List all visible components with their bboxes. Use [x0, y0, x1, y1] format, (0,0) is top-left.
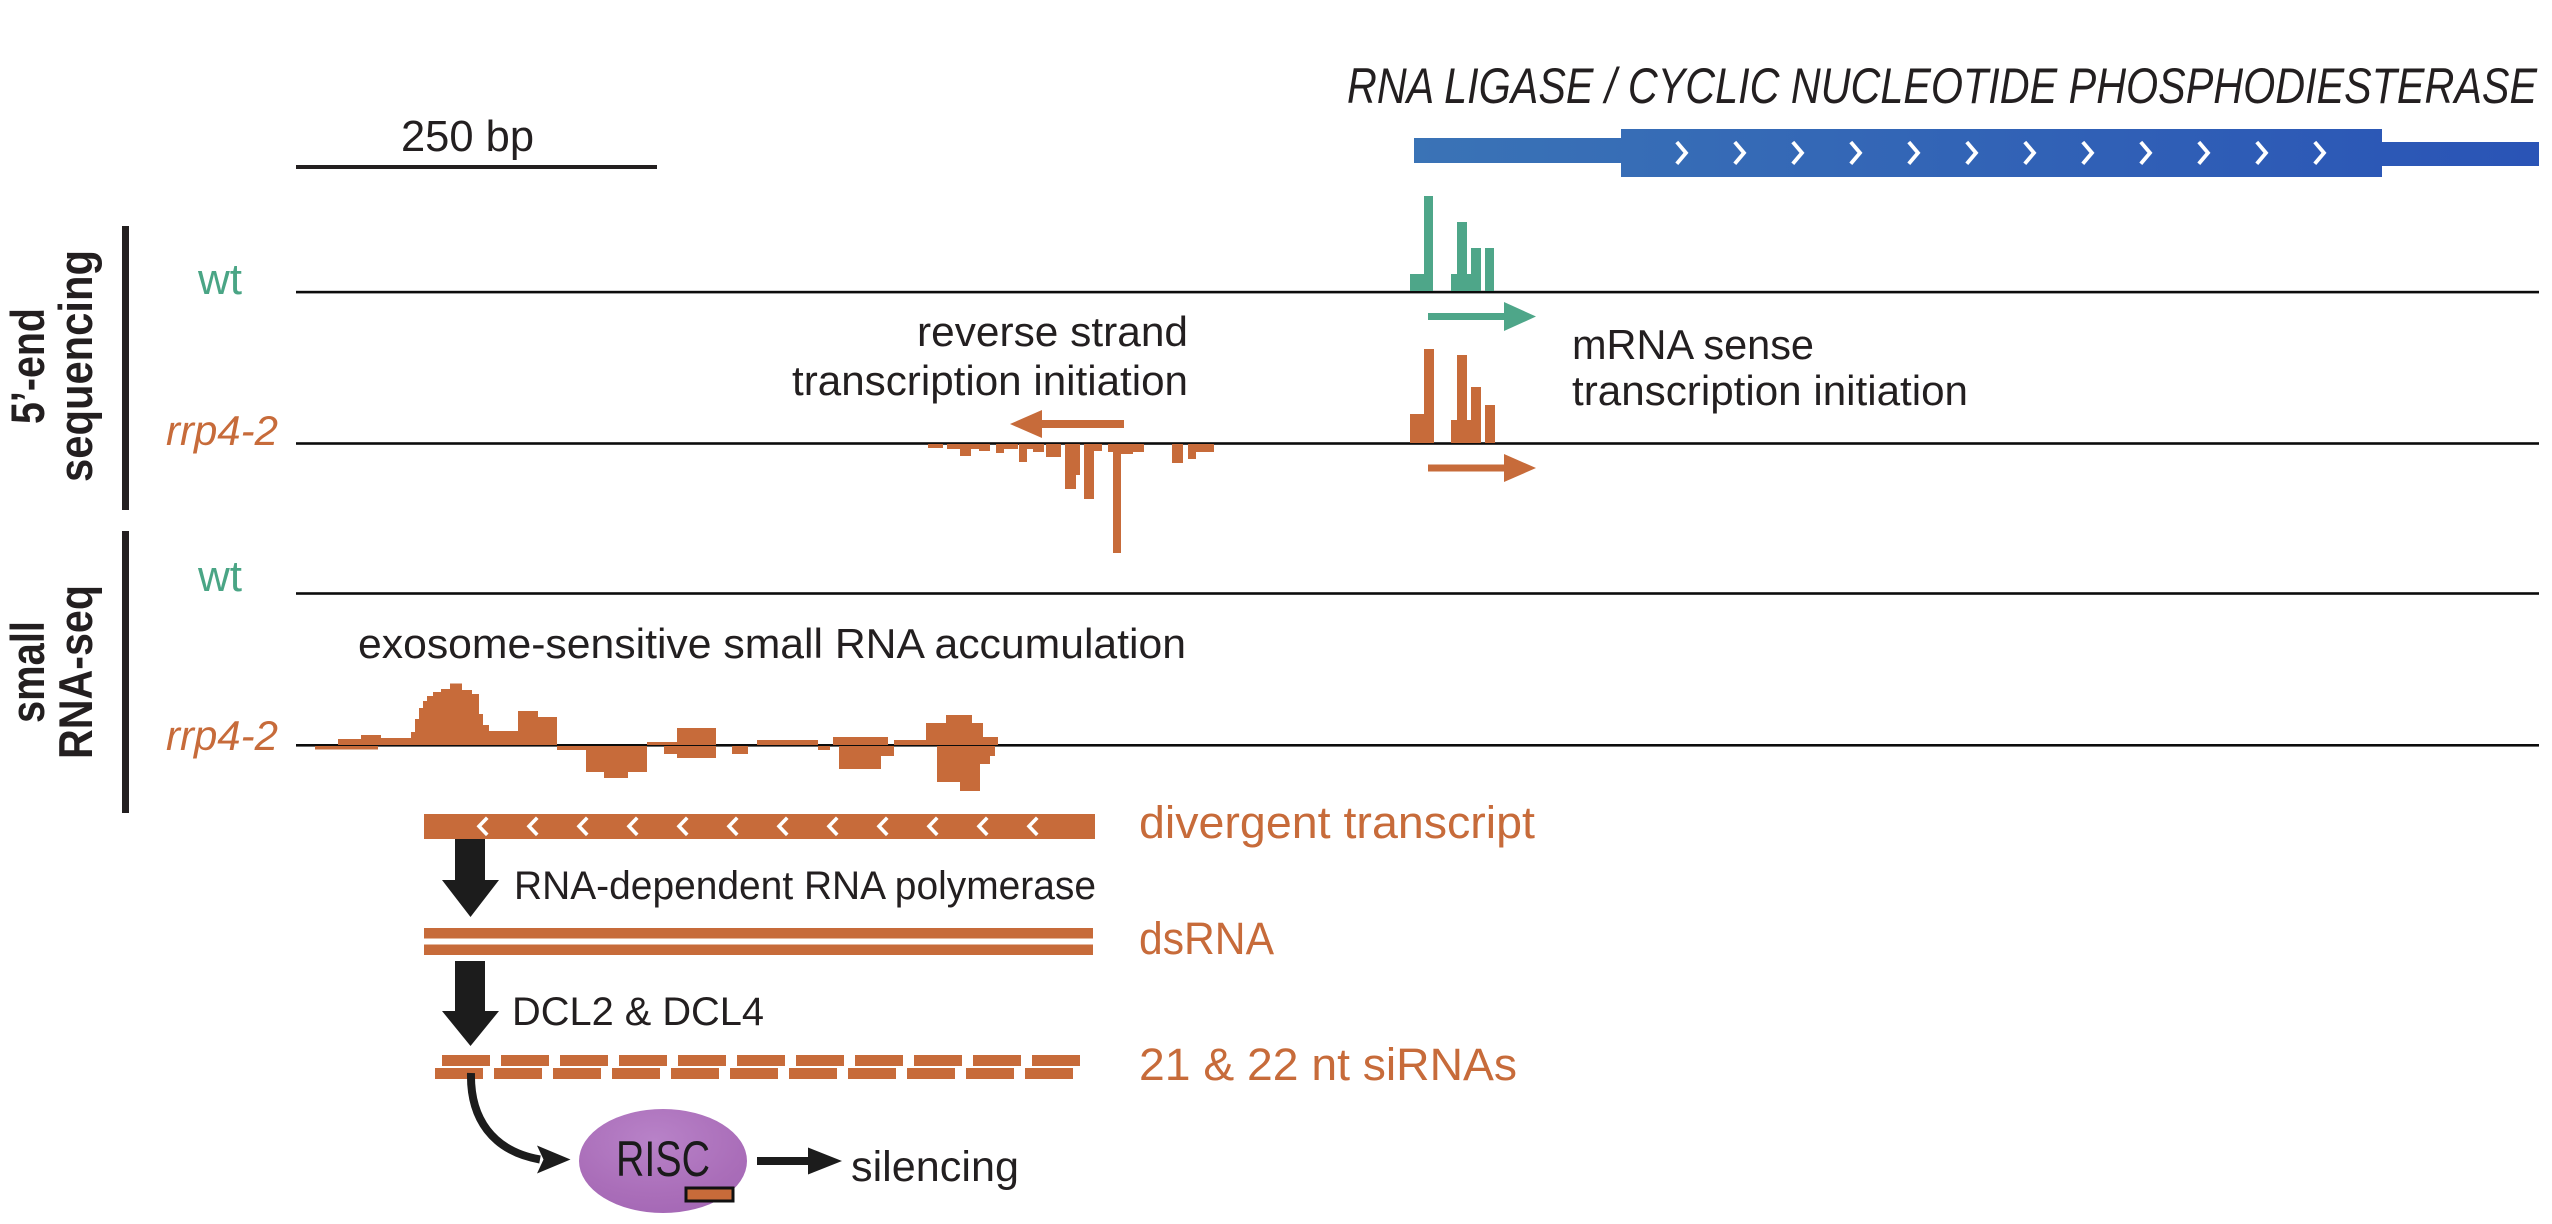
svg-text:transcription initiation: transcription initiation: [792, 357, 1188, 404]
svg-text:250 bp: 250 bp: [401, 112, 534, 161]
svg-text:reverse strand: reverse strand: [917, 308, 1188, 355]
svg-text:RISC: RISC: [616, 1131, 710, 1187]
svg-text:silencing: silencing: [851, 1143, 1019, 1191]
svg-text:rrp4-2: rrp4-2: [166, 407, 278, 454]
svg-text:RNA LIGASE / CYCLIC NUCLEOTIDE: RNA LIGASE / CYCLIC NUCLEOTIDE PHOSPHODI…: [1347, 58, 2538, 114]
svg-text:5’-end: 5’-end: [1, 308, 54, 424]
svg-text:RNA-seq: RNA-seq: [49, 585, 102, 759]
svg-text:sequencing: sequencing: [49, 250, 102, 482]
svg-text:dsRNA: dsRNA: [1139, 913, 1274, 964]
svg-text:transcription initiation: transcription initiation: [1572, 367, 1968, 414]
svg-text:RNA-dependent RNA polymerase: RNA-dependent RNA polymerase: [514, 864, 1096, 908]
svg-text:rrp4-2: rrp4-2: [166, 712, 278, 759]
svg-text:21 & 22 nt siRNAs: 21 & 22 nt siRNAs: [1139, 1039, 1517, 1090]
svg-text:exosome-sensitive small RNA ac: exosome-sensitive small RNA accumulation: [358, 620, 1186, 667]
svg-text:divergent transcript: divergent transcript: [1139, 797, 1536, 848]
svg-text:wt: wt: [197, 255, 242, 304]
svg-text:DCL2 & DCL4: DCL2 & DCL4: [512, 990, 764, 1034]
svg-text:wt: wt: [197, 552, 242, 601]
svg-text:small: small: [1, 621, 54, 723]
svg-text:mRNA sense: mRNA sense: [1572, 321, 1814, 368]
